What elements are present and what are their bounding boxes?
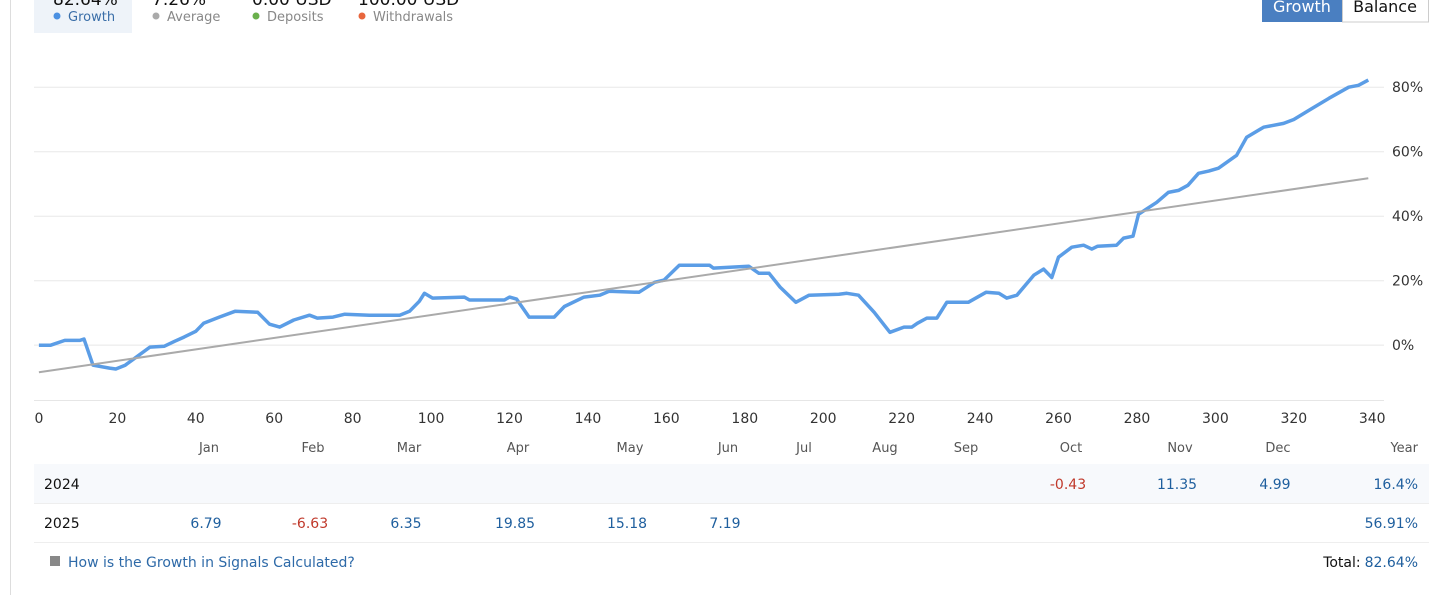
legend-dot	[252, 12, 260, 20]
legend-label: Growth	[68, 10, 115, 25]
x-tick-label: 340	[1359, 411, 1386, 427]
legend-dot	[152, 12, 160, 20]
series-line	[38, 78, 1370, 371]
summary-value: 0.00 USD	[252, 0, 332, 10]
month-header: Dec	[1265, 441, 1290, 456]
month-header: Apr	[507, 441, 530, 456]
tab[interactable]: Balance	[1353, 0, 1417, 16]
row-band	[34, 464, 1429, 503]
x-tick-label: 140	[575, 411, 602, 427]
x-tick-label: 0	[34, 411, 43, 427]
tab-active-bg[interactable]	[1262, 0, 1342, 22]
row-year: 2024	[44, 477, 80, 493]
year-total: 56.91%	[1365, 516, 1418, 532]
month-header: Jul	[795, 441, 812, 456]
year-total: 16.4%	[1374, 477, 1418, 493]
row-year: 2025	[44, 516, 80, 532]
x-tick-label: 160	[653, 411, 680, 427]
help-link[interactable]: How is the Growth in Signals Calculated?	[68, 555, 355, 571]
x-tick-label: 240	[967, 411, 994, 427]
month-value: -6.63	[292, 516, 328, 532]
legend-dot	[358, 12, 366, 20]
x-tick-label: 200	[810, 411, 837, 427]
y-tick-label: 60%	[1392, 145, 1423, 161]
tab-bg[interactable]	[1342, 0, 1429, 23]
x-tick-label: 80	[344, 411, 362, 427]
total-value: 82.64%	[1365, 555, 1418, 571]
legend-dot	[53, 12, 61, 20]
x-tick-label: 220	[888, 411, 915, 427]
x-tick-label: 120	[496, 411, 523, 427]
total-label: Total:	[1322, 555, 1360, 571]
x-tick-label: 100	[418, 411, 445, 427]
x-tick-label: 320	[1280, 411, 1307, 427]
active-summary-bg	[34, 0, 132, 33]
month-value: 6.79	[190, 516, 221, 532]
summary-value: 82.64%	[53, 0, 118, 10]
month-header: Sep	[954, 441, 979, 456]
month-value: 15.18	[607, 516, 647, 532]
y-tick-label: 40%	[1392, 209, 1423, 225]
month-header: Feb	[301, 441, 324, 456]
month-header: Aug	[872, 441, 897, 456]
x-tick-label: 60	[265, 411, 283, 427]
month-value: 6.35	[390, 516, 421, 532]
y-tick-label: 80%	[1392, 80, 1423, 96]
month-header: Oct	[1060, 441, 1082, 456]
info-icon	[50, 556, 60, 566]
month-value: 4.99	[1259, 477, 1290, 493]
month-value: 11.35	[1157, 477, 1197, 493]
summary-value: 7.26%	[152, 0, 206, 10]
x-tick-label: 20	[108, 411, 126, 427]
legend-label: Withdrawals	[373, 10, 453, 25]
month-value: 7.19	[709, 516, 740, 532]
summary-value: 100.00 USD	[358, 0, 459, 10]
month-header: Mar	[397, 441, 422, 456]
y-tick-label: 0%	[1392, 338, 1414, 354]
x-tick-label: 300	[1202, 411, 1229, 427]
month-header: Jan	[198, 441, 219, 456]
legend-label: Average	[167, 10, 220, 25]
month-header: Nov	[1167, 441, 1193, 456]
x-tick-label: 260	[1045, 411, 1072, 427]
month-header: Year	[1389, 441, 1418, 456]
x-tick-label: 280	[1124, 411, 1151, 427]
month-value: -0.43	[1050, 477, 1086, 493]
x-tick-label: 40	[187, 411, 205, 427]
x-tick-label: 180	[731, 411, 758, 427]
legend-label: Deposits	[267, 10, 324, 25]
month-header: May	[617, 441, 644, 456]
month-value: 19.85	[495, 516, 535, 532]
month-header: Jun	[717, 441, 738, 456]
series-line	[38, 177, 1369, 374]
y-tick-label: 20%	[1392, 274, 1423, 290]
tab[interactable]: Growth	[1273, 0, 1331, 16]
